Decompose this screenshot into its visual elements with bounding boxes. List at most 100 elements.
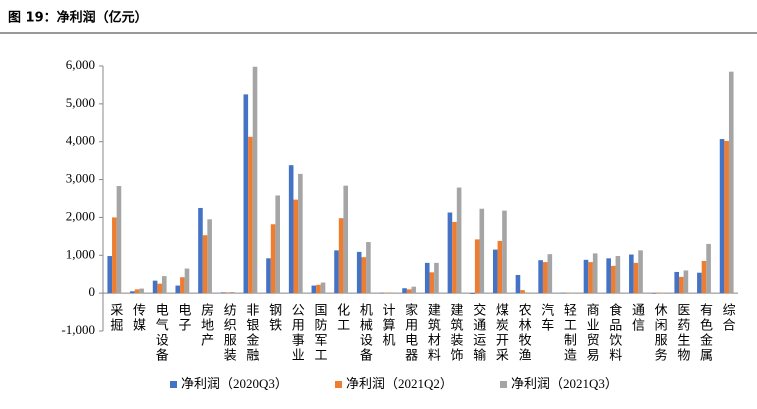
legend-swatch [500,381,507,388]
bar [701,260,707,294]
bar [134,289,140,294]
bar [107,256,113,294]
bar [270,224,276,294]
x-tick-label: 商业贸易 [585,303,600,363]
x-tick-label: 交通运输 [471,303,486,364]
x-tick-label: 汽车 [539,303,554,333]
bar [515,274,521,294]
bar [157,283,162,294]
bar [588,262,593,294]
x-tick-label: 农林牧渔 [517,303,532,363]
bar [225,292,231,294]
x-tick-label: 建筑装饰 [449,303,464,363]
bar [288,165,294,294]
bar [456,187,462,294]
bar [724,140,729,294]
bar [298,173,303,294]
bar [547,254,553,294]
bar [356,251,362,294]
legend-swatch [335,381,342,388]
bar [520,290,525,294]
x-tick-label: 家用电器 [403,303,418,364]
bar [275,195,280,294]
x-tick-label: 电子 [176,303,191,333]
x-tick-label: 食品饮料 [607,303,622,364]
x-tick-label: 纺织服装 [222,303,237,363]
x-tick-label: 医药生物 [675,303,690,363]
bar [384,292,389,294]
bar [542,262,548,294]
x-tick-label: 通信 [630,303,645,333]
bar [629,254,634,294]
y-tick-label: 5,000 [66,95,95,110]
bar [570,292,575,294]
bar [343,185,349,294]
bar [198,207,203,294]
bar [220,292,226,294]
x-tick-label: 国防军工 [312,303,327,363]
bar [116,186,122,294]
y-tick-label: 3,000 [66,171,95,186]
x-tick-label: 公用事业 [290,303,305,363]
bar [429,272,435,294]
y-tick-label: 1,000 [66,246,95,261]
x-tick-label: 休闲服务 [653,303,668,363]
bar [207,219,212,294]
bar [638,250,643,294]
bar [679,276,684,294]
bar [379,292,385,294]
bar [184,268,190,294]
bar [683,270,689,294]
bar [366,242,371,294]
y-tick-label: 0 [89,284,96,299]
bar [243,94,249,294]
bar [606,258,611,294]
bar [406,289,412,294]
bar [610,265,616,294]
bar [248,136,253,294]
bar [311,285,317,294]
bar [492,249,498,294]
bar [130,291,135,294]
bar [697,272,702,294]
bar [402,288,407,294]
bar [334,250,339,294]
bar [497,240,503,294]
x-tick-label: 轻工制造 [562,303,577,363]
bar [728,71,734,294]
bar [583,259,589,294]
bar [266,258,271,294]
bar [706,243,711,294]
x-tick-label: 化工 [335,303,350,333]
chart-title: 图 19：净利润（亿元） [8,10,148,26]
bar [719,139,725,294]
bar [175,285,181,294]
legend-label: 净利润（2021Q2） [346,376,453,391]
bar [434,262,439,294]
bar [660,292,666,294]
x-tick-label: 计算机 [380,303,395,348]
bar [202,235,208,294]
x-tick-label: 电气设备 [154,303,169,363]
bar [656,292,661,294]
bar [388,292,394,294]
bar [424,262,430,294]
x-tick-label: 非银金融 [244,303,259,363]
bar [152,280,158,294]
bar [447,212,453,294]
y-tick-label: 6,000 [66,57,95,72]
bar [361,257,367,294]
legend-label: 净利润（2021Q3） [511,376,618,391]
bar [293,199,299,294]
bar [561,292,566,294]
x-tick-label: 煤炭开采 [494,303,509,363]
legend-label: 净利润（2020Q3） [181,376,288,391]
bar [112,217,117,294]
bar [411,286,417,294]
x-tick-label: 传媒 [131,303,146,333]
x-tick-label: 建筑材料 [426,303,441,363]
x-tick-label: 采掘 [108,303,123,333]
bar [161,276,167,294]
bar [320,282,326,294]
